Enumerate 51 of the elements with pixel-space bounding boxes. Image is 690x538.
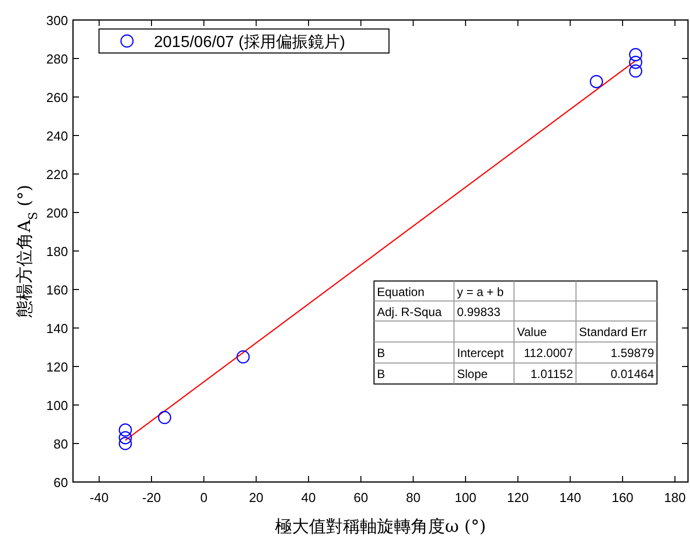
legend: 2015/06/07 (採用偏振鏡片) — [98, 28, 390, 54]
x-tick-label: 140 — [559, 490, 582, 505]
point — [629, 48, 642, 62]
x-tick-label: 100 — [454, 490, 476, 505]
annotation: 112.0007 — [524, 346, 574, 360]
y-tick-label: 220 — [46, 167, 68, 182]
annotation: 0.01464 — [610, 367, 654, 381]
annotation: Value — [517, 325, 548, 339]
annotation: B — [377, 367, 386, 381]
legend-label: 2015/06/07 (採用偏振鏡片) — [154, 33, 346, 51]
point — [629, 56, 642, 69]
y-tick-label: 60 — [54, 475, 68, 490]
x-tick-label: 180 — [664, 490, 686, 505]
y-tick-label: 240 — [46, 128, 68, 144]
point — [118, 436, 132, 450]
point — [118, 423, 132, 437]
x-tick-label: 40 — [301, 490, 316, 505]
annotation: Adj. R-Squa — [377, 305, 442, 319]
annotation: 1.59879 — [610, 346, 654, 360]
x-axis-title: 極大值對稱軸旋轉角度ω (°) — [274, 517, 486, 537]
annotation: Slope — [457, 367, 488, 381]
y-tick-label: 100 — [46, 398, 68, 413]
y-tick-label: 80 — [54, 436, 68, 452]
y-tick-label: 200 — [46, 206, 68, 220]
y-tick-label: 280 — [46, 52, 68, 66]
y-tick-label: 180 — [46, 244, 68, 259]
point — [590, 75, 604, 88]
y-tick-label: 300 — [46, 13, 68, 28]
x-tick-label: 120 — [507, 490, 529, 505]
x-tick-label: -40 — [90, 490, 109, 505]
annotation: 1.01152 — [530, 367, 574, 381]
y-tick-label: 260 — [46, 90, 68, 105]
point — [629, 64, 642, 78]
x-tick-label: 60 — [354, 490, 368, 505]
x-tick-label: 0 — [200, 490, 208, 505]
annotation: Intercept — [457, 346, 504, 360]
y-tick-label: 120 — [46, 360, 68, 374]
point — [118, 431, 132, 444]
point — [158, 410, 172, 424]
annotation: 0.99833 — [457, 305, 501, 319]
y-tick-label: 140 — [46, 321, 68, 336]
annotation: Standard Err — [579, 325, 648, 339]
annotation: Equation — [377, 285, 424, 299]
x-tick-label: -20 — [142, 490, 161, 505]
annotation: B — [377, 346, 386, 360]
annotation: y = a + b — [457, 285, 504, 299]
x-tick-label: 80 — [406, 490, 420, 505]
y-tick-label: 160 — [46, 282, 68, 298]
point — [236, 350, 250, 364]
x-tick-label: 20 — [248, 490, 264, 505]
x-tick-label: 160 — [612, 490, 634, 505]
